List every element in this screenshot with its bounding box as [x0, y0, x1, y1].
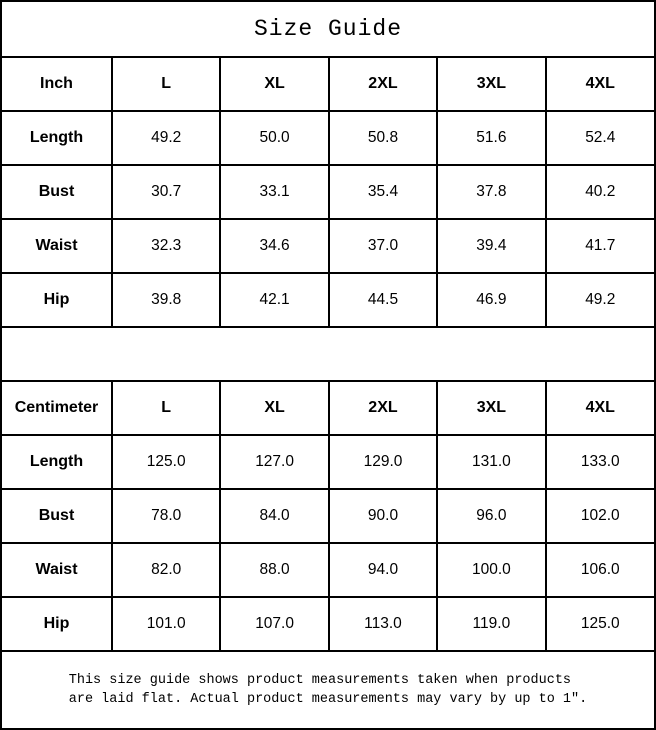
table-row: Length 125.0 127.0 129.0 131.0 133.0: [2, 434, 654, 490]
measure-value-cell: 39.8: [110, 272, 222, 327]
table-row: Waist 32.3 34.6 37.0 39.4 41.7: [2, 218, 654, 274]
measure-value-cell: 82.0: [110, 542, 222, 598]
measure-label-cell: Length: [2, 434, 113, 490]
size-header-cell: 2XL: [327, 57, 439, 112]
measure-value-cell: 32.3: [110, 218, 222, 274]
measure-value-cell: 106.0: [544, 542, 654, 598]
table-row: Bust 30.7 33.1 35.4 37.8 40.2: [2, 164, 654, 220]
measure-value-cell: 50.0: [219, 110, 330, 166]
footer-line-1: This size guide shows product measuremen…: [68, 673, 572, 688]
size-header-cell: 3XL: [436, 381, 547, 436]
table-row: Length 49.2 50.0 50.8 51.6 52.4: [2, 110, 654, 166]
measure-value-cell: 113.0: [327, 596, 439, 651]
table-row: Waist 82.0 88.0 94.0 100.0 106.0: [2, 542, 654, 598]
measure-value-cell: 39.4: [436, 218, 547, 274]
measure-value-cell: 102.0: [544, 488, 654, 544]
measure-value-cell: 88.0: [219, 542, 330, 598]
measure-value-cell: 119.0: [436, 596, 547, 651]
measure-value-cell: 33.1: [219, 164, 330, 220]
measure-value-cell: 42.1: [219, 272, 330, 327]
measure-value-cell: 41.7: [544, 218, 654, 274]
inch-size-table: Inch L XL 2XL 3XL 4XL Length 49.2 50.0 5…: [2, 57, 654, 327]
footer-line-2: are laid flat. Actual product measuremen…: [68, 692, 588, 707]
measure-value-cell: 35.4: [327, 164, 439, 220]
measure-label-cell: Length: [2, 110, 113, 166]
measure-value-cell: 46.9: [436, 272, 547, 327]
measure-label-cell: Bust: [2, 488, 113, 544]
measure-value-cell: 49.2: [544, 272, 654, 327]
measure-value-cell: 125.0: [544, 596, 654, 651]
unit-header-cell: Inch: [2, 57, 113, 112]
measure-value-cell: 94.0: [327, 542, 439, 598]
measure-label-cell: Waist: [2, 542, 113, 598]
measure-value-cell: 125.0: [110, 434, 222, 490]
table-header-row: Centimeter L XL 2XL 3XL 4XL: [2, 381, 654, 436]
size-header-cell: 4XL: [544, 57, 654, 112]
measure-value-cell: 96.0: [436, 488, 547, 544]
size-header-cell: XL: [219, 57, 330, 112]
measure-value-cell: 127.0: [219, 434, 330, 490]
measure-value-cell: 30.7: [110, 164, 222, 220]
table-spacer: [2, 326, 654, 382]
measure-value-cell: 78.0: [110, 488, 222, 544]
measure-value-cell: 37.0: [327, 218, 439, 274]
size-header-cell: L: [110, 381, 222, 436]
measure-value-cell: 133.0: [544, 434, 654, 490]
size-header-cell: 2XL: [327, 381, 439, 436]
table-header-row: Inch L XL 2XL 3XL 4XL: [2, 57, 654, 112]
measure-value-cell: 107.0: [219, 596, 330, 651]
table-row: Hip 101.0 107.0 113.0 119.0 125.0: [2, 596, 654, 651]
size-header-cell: 4XL: [544, 381, 654, 436]
measure-value-cell: 51.6: [436, 110, 547, 166]
size-guide-title: Size Guide: [2, 2, 654, 58]
measure-value-cell: 84.0: [219, 488, 330, 544]
table-row: Bust 78.0 84.0 90.0 96.0 102.0: [2, 488, 654, 544]
measure-value-cell: 129.0: [327, 434, 439, 490]
measure-label-cell: Bust: [2, 164, 113, 220]
measure-value-cell: 101.0: [110, 596, 222, 651]
footer-text: This size guide shows product measuremen…: [69, 671, 587, 709]
measure-value-cell: 44.5: [327, 272, 439, 327]
measure-value-cell: 52.4: [544, 110, 654, 166]
centimeter-size-table: Centimeter L XL 2XL 3XL 4XL Length 125.0…: [2, 381, 654, 651]
measure-value-cell: 50.8: [327, 110, 439, 166]
measure-label-cell: Hip: [2, 596, 113, 651]
measure-label-cell: Waist: [2, 218, 113, 274]
measure-value-cell: 100.0: [436, 542, 547, 598]
footer-note: This size guide shows product measuremen…: [2, 650, 654, 728]
measure-value-cell: 34.6: [219, 218, 330, 274]
table-row: Hip 39.8 42.1 44.5 46.9 49.2: [2, 272, 654, 327]
unit-header-cell: Centimeter: [2, 381, 113, 436]
size-header-cell: 3XL: [436, 57, 547, 112]
measure-value-cell: 37.8: [436, 164, 547, 220]
size-header-cell: XL: [219, 381, 330, 436]
measure-label-cell: Hip: [2, 272, 113, 327]
measure-value-cell: 90.0: [327, 488, 439, 544]
measure-value-cell: 40.2: [544, 164, 654, 220]
measure-value-cell: 49.2: [110, 110, 222, 166]
measure-value-cell: 131.0: [436, 434, 547, 490]
size-header-cell: L: [110, 57, 222, 112]
